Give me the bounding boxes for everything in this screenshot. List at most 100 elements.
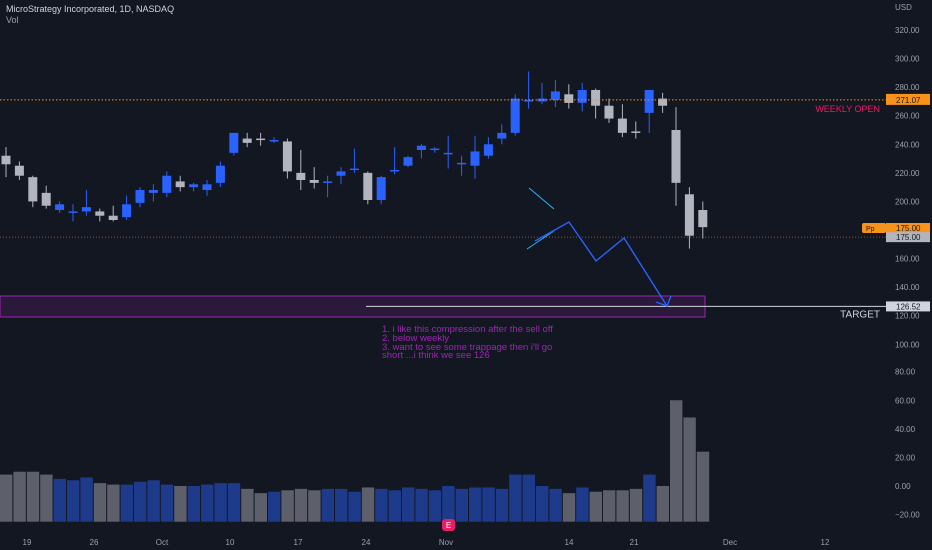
volume-bar <box>67 480 80 522</box>
earnings-icon <box>442 519 455 531</box>
volume-bar <box>93 483 107 522</box>
candle-body <box>564 94 574 103</box>
volume-bar <box>308 490 321 522</box>
current-price-tag <box>886 232 930 243</box>
candle-body <box>282 141 292 172</box>
volume-bar <box>683 417 696 522</box>
price-tick-label: 160.00 <box>895 255 920 264</box>
candle-body <box>658 98 668 106</box>
candle-body <box>122 204 132 218</box>
volume-tick-label: 20.00 <box>895 453 916 462</box>
candle-body <box>631 131 641 133</box>
candle-body <box>309 180 319 183</box>
volume-bar <box>268 491 281 522</box>
earnings-icon-label: E <box>446 521 451 530</box>
volume-bar <box>160 484 174 522</box>
date-tick-label: 24 <box>362 538 371 547</box>
candle-body <box>202 184 212 191</box>
volume-tick-label: 60.00 <box>895 396 916 405</box>
candle-body <box>390 170 400 172</box>
date-tick-label: 12 <box>821 538 830 547</box>
volume-bars <box>0 400 710 522</box>
candle-body <box>349 168 359 171</box>
price-tick-label: 120.00 <box>895 312 920 321</box>
pivot-tag-label: Pp <box>866 226 875 233</box>
volume-bar <box>603 490 616 522</box>
candle-body <box>296 172 306 181</box>
candle-body <box>323 181 333 183</box>
time-axis[interactable]: 19 26 Oct 10 17 24 Nov 14 21 Dec 12 <box>23 538 830 547</box>
candle-body <box>403 157 413 166</box>
volume-bar <box>147 480 160 522</box>
candle-body <box>537 98 547 102</box>
volume-bar <box>696 451 710 522</box>
volume-bar <box>294 488 308 522</box>
candle-body <box>14 165 24 176</box>
volume-bar <box>656 486 669 522</box>
pivot-price: 175.00 <box>896 224 921 233</box>
volume-bar <box>80 477 93 522</box>
volume-bar <box>482 487 495 522</box>
volume-bar <box>241 488 254 522</box>
volume-tick-label: −20.00 <box>895 511 920 520</box>
candle-body <box>443 152 453 155</box>
volume-bar <box>214 483 227 522</box>
candle-body <box>698 210 708 228</box>
currency-label: USD <box>895 3 912 12</box>
volume-bar <box>415 488 428 522</box>
candle-body <box>416 145 426 151</box>
candle-body <box>108 215 118 221</box>
volume-bar <box>40 474 53 522</box>
candle-body <box>457 162 467 165</box>
volume-bar <box>174 486 187 522</box>
volume-bar <box>281 490 294 522</box>
volume-bar <box>495 488 509 522</box>
candle-body <box>430 148 440 151</box>
price-tick-label: 320.00 <box>895 26 920 35</box>
volume-bar <box>428 490 442 522</box>
volume-bar <box>361 487 375 522</box>
candle-body <box>510 98 520 133</box>
volume-bar <box>388 490 401 522</box>
volume-bar <box>616 490 629 522</box>
volume-tick-label: 80.00 <box>895 368 916 377</box>
current-price: 175.00 <box>896 233 921 242</box>
volume-bar <box>53 478 66 522</box>
volume-tick-label: 0.00 <box>895 482 911 491</box>
candle-body <box>256 138 266 141</box>
volume-bar <box>335 488 348 522</box>
price-tick-label: 100.00 <box>895 340 920 349</box>
price-tick-label: 260.00 <box>895 112 920 121</box>
symbol-title[interactable]: MicroStrategy Incorporated, 1D, NASDAQ <box>6 4 175 14</box>
candle-body <box>363 172 373 201</box>
volume-bar <box>107 484 120 522</box>
pivot-tag <box>862 223 886 233</box>
candle-body <box>671 130 681 183</box>
candle-body <box>81 207 91 212</box>
candle-body <box>336 171 346 176</box>
volume-bar <box>576 487 589 522</box>
candle-body <box>242 138 252 143</box>
candle-body <box>28 177 38 202</box>
price-tick-label: 140.00 <box>895 283 920 292</box>
volume-bar <box>375 488 388 522</box>
candle-body <box>470 151 480 166</box>
volume-bar <box>120 484 133 522</box>
candle-body <box>229 132 239 153</box>
candle-body <box>483 144 493 156</box>
candle-body <box>215 165 225 183</box>
volume-bar <box>562 493 576 522</box>
candle-body <box>550 91 560 101</box>
date-tick-label: 10 <box>226 538 235 547</box>
candle-body <box>95 211 105 216</box>
volume-indicator-label[interactable]: Vol <box>6 15 19 25</box>
target-price: 126.52 <box>896 302 921 311</box>
projection-path <box>534 221 668 307</box>
drawings[interactable] <box>0 99 886 307</box>
trade-note[interactable]: 1. i like this compression after the sel… <box>382 325 553 361</box>
volume-bar <box>442 486 455 522</box>
candle-body <box>604 105 614 119</box>
candle-body <box>524 100 534 102</box>
